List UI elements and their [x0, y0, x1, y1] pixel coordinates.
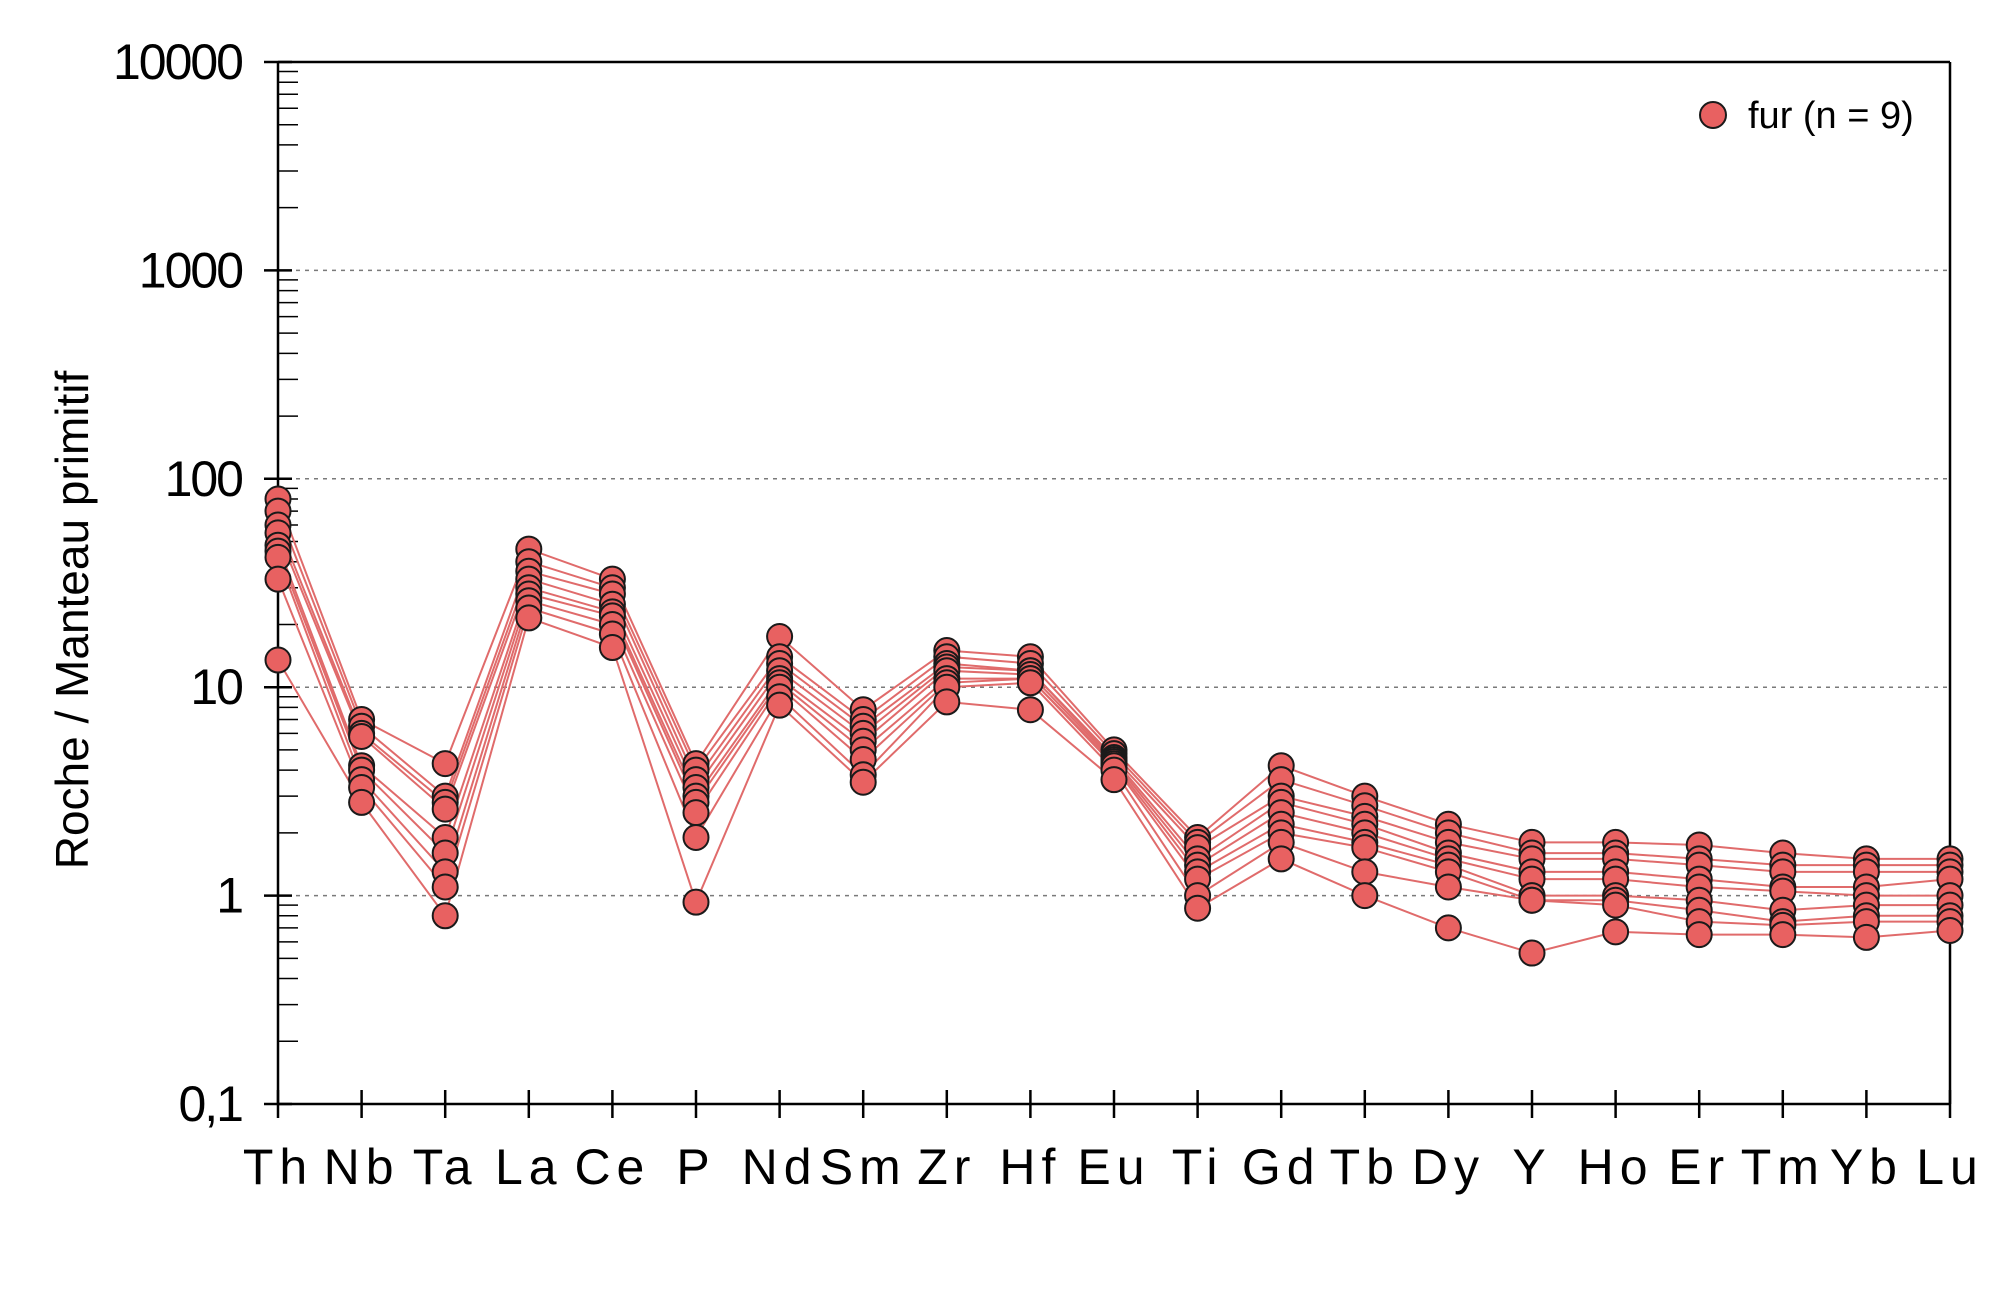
data-point — [1100, 766, 1128, 794]
x-category-label: Eu — [1077, 1139, 1150, 1195]
data-point — [1351, 858, 1379, 886]
data-point — [431, 902, 459, 930]
data-point — [1769, 921, 1797, 949]
x-category-label: Th — [243, 1139, 313, 1195]
data-point — [1434, 873, 1462, 901]
x-category-label: Y — [1512, 1139, 1551, 1195]
data-point — [1351, 834, 1379, 862]
x-category-label: Ti — [1172, 1139, 1224, 1195]
data-point — [515, 604, 543, 632]
x-category-label: Ta — [413, 1139, 478, 1195]
y-tick-label: 0,1 — [178, 1076, 242, 1132]
y-tick-label: 100 — [165, 451, 243, 507]
x-category-label: Nb — [324, 1139, 400, 1195]
x-category-label: Dy — [1412, 1139, 1485, 1195]
data-point — [1267, 845, 1295, 873]
x-category-label: Gd — [1242, 1139, 1321, 1195]
data-point — [766, 691, 794, 719]
x-category-label: Hf — [999, 1139, 1061, 1195]
legend: fur (n = 9) — [1699, 95, 1914, 137]
data-point — [1434, 914, 1462, 942]
y-axis-title: Roche / Manteau primitif — [46, 371, 98, 870]
x-category-label: Tm — [1741, 1139, 1825, 1195]
x-category-label: Er — [1668, 1139, 1730, 1195]
data-point — [1518, 939, 1546, 967]
y-tick-label: 1 — [216, 868, 242, 924]
data-point — [1936, 917, 1964, 945]
x-category-label: Ho — [1578, 1139, 1654, 1195]
data-point — [431, 873, 459, 901]
x-category-label: Tb — [1330, 1139, 1400, 1195]
data-point — [431, 750, 459, 778]
x-category-label: P — [676, 1139, 715, 1195]
y-tick-label: 1000 — [139, 242, 242, 298]
data-point — [1685, 921, 1713, 949]
x-category-label: La — [495, 1139, 563, 1195]
series-points — [264, 485, 1964, 967]
data-point — [348, 788, 376, 816]
data-point — [682, 799, 710, 827]
x-category-label: Zr — [917, 1139, 976, 1195]
axis-labels: 0,1 1 10 100 1000 10000 Th Nb Ta La Ce P Nd Sm Zr Hf Eu T… — [113, 34, 1984, 1195]
data-point — [682, 888, 710, 916]
data-point — [1016, 669, 1044, 697]
legend-marker — [1699, 101, 1727, 129]
data-point — [348, 723, 376, 751]
y-tick-label: 10 — [190, 659, 242, 715]
data-point — [264, 646, 292, 674]
data-point — [598, 634, 626, 662]
data-point — [431, 795, 459, 823]
x-category-label: Lu — [1916, 1139, 1984, 1195]
data-point — [1184, 894, 1212, 922]
x-category-label: Ce — [574, 1139, 650, 1195]
x-category-label: Yb — [1830, 1139, 1903, 1195]
data-point — [1016, 696, 1044, 724]
data-point — [1518, 886, 1546, 914]
data-point — [682, 824, 710, 852]
data-point — [264, 565, 292, 593]
data-point — [1602, 918, 1630, 946]
axis-layer — [264, 60, 1952, 1118]
data-point — [1602, 891, 1630, 919]
legend-label: fur (n = 9) — [1748, 95, 1914, 137]
x-category-label: Nd — [742, 1139, 818, 1195]
y-tick-label: 10000 — [113, 34, 242, 90]
data-point — [933, 688, 961, 716]
data-point — [1852, 923, 1880, 951]
data-point — [849, 768, 877, 796]
x-category-label: Sm — [820, 1139, 907, 1195]
data-point — [1351, 882, 1379, 910]
